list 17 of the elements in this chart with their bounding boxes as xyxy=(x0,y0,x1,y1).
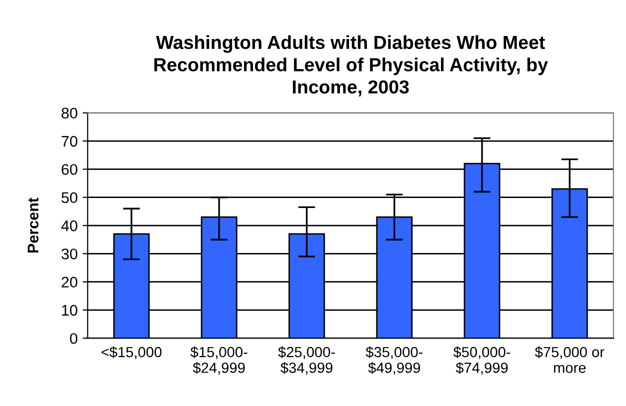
chart-title: Washington Adults with Diabetes Who Meet Recommended Level of Physical Activity, by Income, 2003 xyxy=(154,35,548,96)
y-tick-label: 20 xyxy=(62,276,78,288)
x-tick-label: $35,000- $49,999 xyxy=(366,346,423,375)
x-tick-label: $75,000 or more xyxy=(534,346,604,373)
x-tick-label: $50,000- $74,999 xyxy=(453,346,510,375)
y-tick-label: 10 xyxy=(62,304,78,316)
x-tick-label: <$15,000 xyxy=(102,346,162,359)
y-tick-label: 50 xyxy=(62,192,78,204)
y-tick-label: 80 xyxy=(62,108,78,119)
y-tick-label: 30 xyxy=(62,248,78,260)
y-axis-title: Percent xyxy=(28,198,38,253)
y-tick-label: 70 xyxy=(62,136,78,147)
y-tick-label: 40 xyxy=(61,220,78,232)
y-tick-label: 0 xyxy=(70,333,78,344)
y-tick-label: 60 xyxy=(62,164,78,175)
x-tick-label: $25,000- $34,999 xyxy=(278,346,335,375)
x-tick-label: $15,000- $24,999 xyxy=(190,346,248,375)
